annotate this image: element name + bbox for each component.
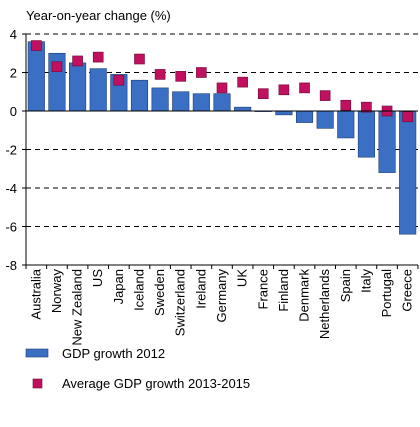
marker-point <box>278 84 290 96</box>
legend-label-markers: Average GDP growth 2013-2015 <box>62 376 250 391</box>
x-tick-label: Portugal <box>379 269 394 318</box>
marker-point <box>72 55 83 67</box>
bar <box>234 106 252 112</box>
bar <box>192 93 210 112</box>
bars-layer <box>27 41 417 235</box>
x-tick-label: UK <box>235 269 250 287</box>
bar <box>213 93 231 112</box>
marker-point <box>340 99 352 111</box>
x-tick-label: France <box>255 269 270 309</box>
marker-point <box>196 67 207 78</box>
bar <box>399 110 417 235</box>
marker-point <box>113 74 125 86</box>
bar <box>69 62 87 112</box>
x-tick-label: Sweden <box>152 269 167 316</box>
x-tick-label: New Zealand <box>70 269 85 346</box>
bar <box>130 79 149 112</box>
marker-point <box>237 76 248 88</box>
y-axis-title: Year-on-year change (%) <box>26 8 171 23</box>
bar <box>89 68 107 112</box>
x-tick-label: Iceland <box>131 269 146 311</box>
x-tick-label: Denmark <box>297 269 312 322</box>
bar <box>275 110 293 116</box>
legend-swatch-bar <box>25 348 49 358</box>
marker-point <box>92 51 104 63</box>
y-tick-label: 4 <box>10 27 17 42</box>
x-tick-label: Greece <box>400 269 415 312</box>
y-tick-label: -6 <box>5 220 17 235</box>
marker-point <box>299 82 310 94</box>
x-tick-label: Italy <box>358 269 373 293</box>
axes-layer: 4 2 0 -2 -4 -6 -8 Australia Norway New Zealand US J… <box>5 27 419 346</box>
legend-swatch-marker <box>32 378 43 389</box>
legend: GDP growth 2012 Average GDP growth 2013-… <box>25 346 250 391</box>
marker-point <box>51 61 63 73</box>
bar <box>378 110 396 173</box>
x-tick-label: Spain <box>338 269 353 302</box>
marker-point <box>134 53 145 65</box>
x-tick-label: Netherlands <box>317 269 332 340</box>
marker-point <box>216 82 228 94</box>
y-tick-label: 0 <box>10 104 17 119</box>
marker-point <box>319 90 331 101</box>
marker-point <box>257 88 269 99</box>
x-tick-label: Japan <box>111 269 126 304</box>
y-tick-label: -2 <box>5 143 17 158</box>
marker-point <box>361 101 372 113</box>
bar <box>337 110 355 139</box>
bar <box>295 110 314 123</box>
legend-label-bars: GDP growth 2012 <box>62 346 165 361</box>
markers-layer <box>31 40 413 123</box>
y-tick-label: -8 <box>5 258 17 273</box>
y-tick-label: 2 <box>10 66 17 81</box>
y-tick-label: -4 <box>5 181 17 196</box>
bar <box>316 110 334 129</box>
x-tick-label: Finland <box>276 269 291 312</box>
x-tick-label: Australia <box>28 268 43 319</box>
bar <box>172 91 190 112</box>
x-tick-label: Germany <box>214 269 229 323</box>
x-tick-label: Switzerland <box>173 269 188 336</box>
marker-point <box>31 40 42 51</box>
bar <box>151 87 169 112</box>
x-tick-label: Norway <box>49 269 64 314</box>
marker-point <box>154 69 166 80</box>
marker-point <box>175 71 187 82</box>
bar <box>357 110 375 158</box>
x-tick-label: US <box>90 269 105 287</box>
marker-point <box>402 111 413 123</box>
x-tick-label: Ireland <box>193 269 208 309</box>
bar <box>27 41 45 112</box>
